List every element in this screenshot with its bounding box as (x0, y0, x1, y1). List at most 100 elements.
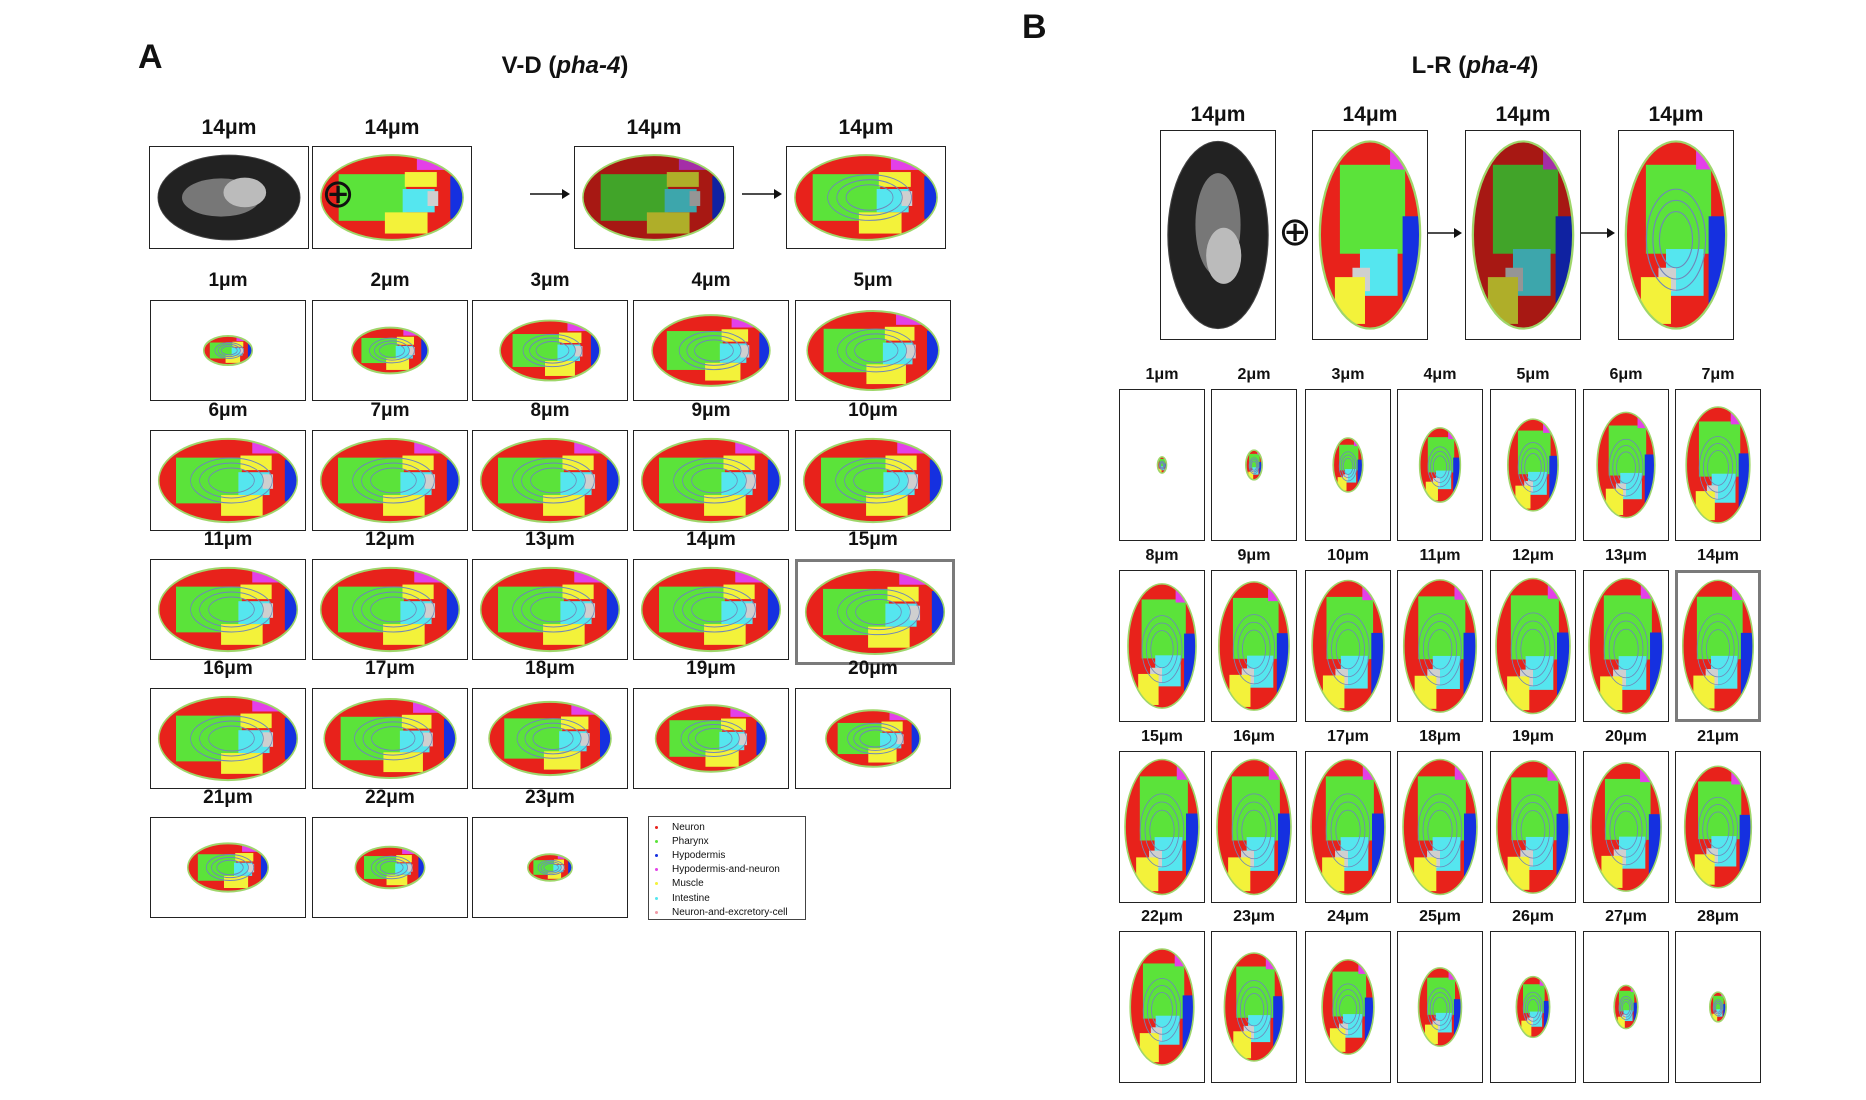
segmentation-map (499, 319, 601, 382)
oplus-symbol: ⊕ (321, 172, 355, 216)
panel-b-slice-18 (1397, 751, 1483, 903)
segmentation-map (1418, 427, 1462, 503)
panel-a-slice-label: 14μm (686, 529, 736, 550)
panel-a-slice-8 (472, 430, 628, 531)
panel-b-slice-label: 12μm (1512, 547, 1554, 564)
panel-b-slice-9 (1211, 570, 1297, 722)
panel-b-top-image-3 (1465, 130, 1581, 340)
panel-a-slice-15 (795, 559, 955, 665)
panel-b-letter: B (1022, 8, 1047, 46)
panel-b-slice-14 (1675, 570, 1761, 722)
segmentation-map (582, 154, 726, 241)
panel-a-slice-11 (150, 559, 306, 660)
panel-b-slice-24 (1305, 931, 1391, 1083)
panel-a-slice-3 (472, 300, 628, 401)
panel-b-slice-label: 27μm (1605, 908, 1647, 925)
panel-a-slice-18 (472, 688, 628, 789)
panel-b-slice-label: 4μm (1423, 366, 1457, 383)
panel-a-slice-label: 8μm (530, 400, 570, 421)
segmentation-map (825, 709, 921, 768)
panel-b-arrow-2 (1581, 227, 1615, 239)
panel-a-slice-label: 11μm (203, 529, 253, 550)
segmentation-map (354, 845, 426, 890)
panel-a-slice-23 (472, 817, 628, 918)
panel-b-top-label: 14μm (1648, 103, 1704, 126)
segmentation-map (527, 853, 573, 882)
legend-marker (655, 896, 658, 900)
panel-a-slice-label: 5μm (853, 270, 893, 291)
legend-label: Neuron (672, 821, 705, 833)
panel-b-slice-12 (1490, 570, 1576, 722)
panel-b-slice-label: 23μm (1233, 908, 1275, 925)
segmentation-map (157, 695, 299, 782)
panel-a-top-image-3 (574, 146, 734, 249)
segmentation-map (1402, 758, 1478, 896)
legend-item: Neuron (655, 820, 799, 834)
legend-marker (655, 910, 658, 914)
panel-b-slice-23 (1211, 931, 1297, 1083)
panel-b-slice-label: 19μm (1512, 728, 1554, 745)
segmentation-map (1318, 140, 1422, 330)
panel-a-slice-9 (633, 430, 789, 531)
segmentation-map (1417, 967, 1463, 1047)
panel-b-slice-label: 2μm (1237, 366, 1271, 383)
panel-a-top-label: 14μm (364, 116, 420, 139)
panel-b-slice-label: 9μm (1237, 547, 1271, 564)
segmentation-map (1332, 437, 1364, 493)
segmentation-map (1613, 984, 1639, 1030)
segmentation-map (157, 437, 299, 524)
panel-a-top-image-1 (149, 146, 309, 249)
segmentation-map (1124, 758, 1200, 896)
segmentation-map (1507, 418, 1559, 512)
segmentation-map (320, 154, 464, 241)
segmentation-map (1218, 581, 1290, 711)
panel-a-slice-12 (312, 559, 468, 660)
panel-b-arrow-1 (1428, 227, 1462, 239)
panel-a-slice-2 (312, 300, 468, 401)
panel-a-slice-label: 7μm (370, 400, 410, 421)
legend-label: Pharynx (672, 835, 709, 847)
segmentation-map (1311, 579, 1385, 713)
panel-a-slice-label: 13μm (525, 529, 575, 550)
panel-b-top-image-4 (1618, 130, 1734, 340)
panel-a-slice-label: 3μm (530, 270, 570, 291)
legend-item: Muscle (655, 877, 799, 891)
panel-b-slice-label: 21μm (1697, 728, 1739, 745)
segmentation-map (1167, 140, 1269, 330)
panel-b-title-gene: pha-4 (1466, 52, 1531, 79)
legend-label: Hypodermis (672, 849, 726, 861)
panel-b-slice-label: 14μm (1697, 547, 1739, 564)
segmentation-map (1709, 991, 1727, 1023)
panel-b-slice-11 (1397, 570, 1483, 722)
panel-b-slice-28 (1675, 931, 1761, 1083)
segmentation-map (351, 326, 429, 375)
panel-b-slice-10 (1305, 570, 1391, 722)
panel-b-slice-label: 6μm (1609, 366, 1643, 383)
segmentation-map (488, 700, 612, 777)
panel-a-slice-label: 16μm (203, 658, 253, 679)
panel-b-slice-7 (1675, 389, 1761, 541)
legend-item: Intestine (655, 891, 799, 905)
segmentation-map (794, 154, 938, 241)
legend-marker (655, 825, 658, 829)
legend-label: Neuron-and-excretory-cell (672, 906, 788, 918)
legend-items: Neuron Pharynx Hypodermis Hypodermis-and-ne… (655, 820, 799, 919)
panel-b-title: L-R (pha-4) (1310, 52, 1640, 80)
legend-item: Hypodermis (655, 848, 799, 862)
legend-label: Intestine (672, 892, 710, 904)
legend-marker (655, 853, 658, 857)
panel-b-slice-8 (1119, 570, 1205, 722)
segmentation-map (654, 704, 768, 773)
panel-b-slice-1 (1119, 389, 1205, 541)
legend-marker (655, 868, 658, 872)
panel-b-slice-label: 18μm (1419, 728, 1461, 745)
panel-a-slice-label: 17μm (365, 658, 415, 679)
cell-type-legend: Neuron Pharynx Hypodermis Hypodermis-and-ne… (648, 816, 806, 920)
panel-b-slice-label: 20μm (1605, 728, 1647, 745)
panel-b-slice-26 (1490, 931, 1576, 1083)
segmentation-map (1624, 140, 1728, 330)
panel-b-slice-16 (1211, 751, 1297, 903)
legend-label: Hypodermis-and-neuron (672, 864, 780, 876)
segmentation-map (804, 569, 946, 655)
panel-a-slice-label: 4μm (691, 270, 731, 291)
